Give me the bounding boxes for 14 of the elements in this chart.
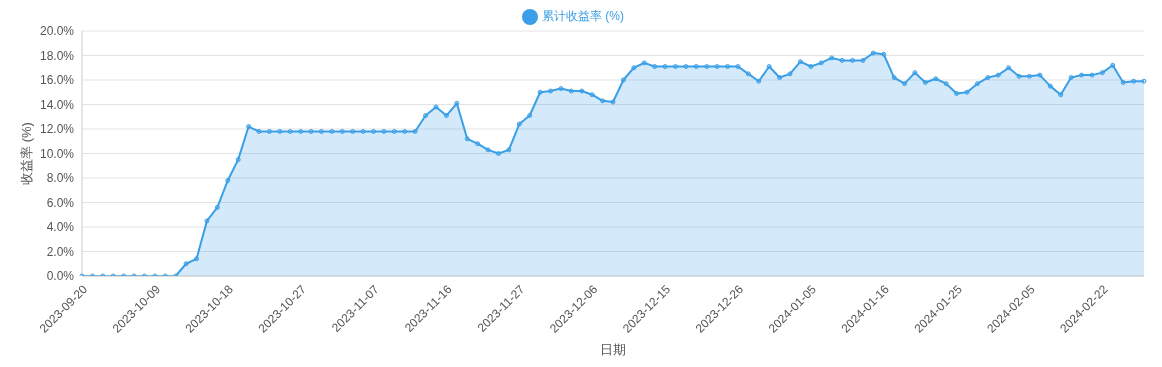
y-tick-label: 12.0% xyxy=(39,122,75,137)
y-tick-label: 10.0% xyxy=(39,146,75,161)
y-tick-label: 2.0% xyxy=(46,244,75,259)
y-tick-label: 16.0% xyxy=(39,73,75,88)
y-tick-label: 8.0% xyxy=(46,171,75,186)
y-tick-label: 14.0% xyxy=(39,97,75,112)
x-axis-title: 日期 xyxy=(600,342,626,357)
legend-label: 累计收益率 (%) xyxy=(542,9,624,23)
y-axis-title: 收益率 (%) xyxy=(18,122,34,185)
y-tick-label: 6.0% xyxy=(46,195,75,210)
y-tick-label: 20.0% xyxy=(39,24,75,39)
y-tick-label: 4.0% xyxy=(46,220,75,235)
y-tick-label: 0.0% xyxy=(46,269,75,284)
y-tick-label: 18.0% xyxy=(39,48,75,63)
